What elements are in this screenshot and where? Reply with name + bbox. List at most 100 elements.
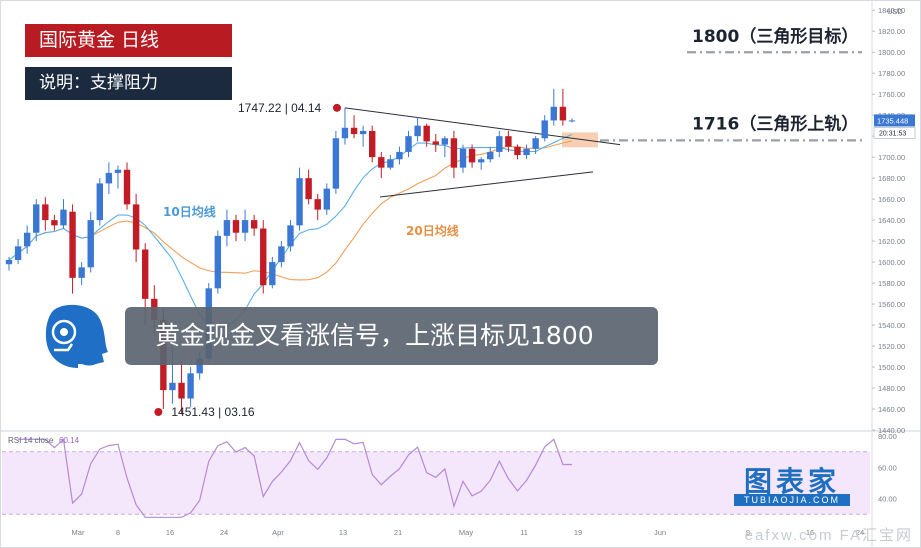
target-level-label: 1800（三角形目标） bbox=[692, 26, 858, 47]
candle-body bbox=[178, 382, 185, 399]
rsi-value: 60.14 bbox=[59, 436, 80, 445]
headline-banner: 黄金现金叉看涨信号，上涨目标见1800 bbox=[125, 307, 658, 365]
candle-body bbox=[396, 151, 403, 160]
candle-body bbox=[350, 127, 358, 135]
candle-body bbox=[414, 125, 421, 137]
date-tick-label: 8 bbox=[116, 528, 120, 537]
candle-body bbox=[305, 178, 312, 200]
high-annotation: 1747.22 | 04.14 bbox=[238, 101, 322, 115]
high-marker bbox=[332, 103, 341, 112]
candle-body bbox=[332, 138, 340, 189]
candle-body bbox=[96, 183, 103, 221]
price-tick-label: 1660.00 bbox=[878, 195, 905, 204]
last-price-tag bbox=[874, 114, 915, 127]
candle-body bbox=[14, 246, 22, 260]
chart-subtitle: 说明：支撑阻力 bbox=[25, 67, 232, 100]
price-tick-label: 1480.00 bbox=[878, 384, 905, 393]
candle-body bbox=[169, 382, 176, 391]
robot-eye-icon bbox=[51, 319, 77, 345]
candle-body bbox=[196, 358, 203, 374]
ma20-line bbox=[8, 140, 573, 281]
price-tick-label: 1620.00 bbox=[878, 237, 905, 246]
price-tick-label: 1640.00 bbox=[878, 216, 905, 225]
candle-body bbox=[23, 232, 31, 247]
price-tick-label: 1580.00 bbox=[878, 279, 905, 288]
price-tick-label: 1840.00 bbox=[878, 6, 905, 15]
candle-body bbox=[532, 138, 539, 149]
price-tick-label: 1600.00 bbox=[878, 258, 905, 267]
candle-body bbox=[405, 136, 412, 152]
candle-body bbox=[496, 136, 503, 152]
candle-body bbox=[359, 130, 367, 135]
price-tick-label: 1460.00 bbox=[878, 405, 905, 414]
candle-body bbox=[296, 178, 303, 226]
date-tick-label: May bbox=[459, 528, 473, 537]
candle-body bbox=[450, 138, 458, 168]
date-tick-label: 13 bbox=[339, 528, 347, 537]
ma10-label: 10日均线 bbox=[163, 204, 216, 219]
candle-body bbox=[441, 138, 449, 145]
candle-body bbox=[232, 220, 240, 233]
countdown-label: 20:31:53 bbox=[879, 130, 906, 137]
ma20-label: 20日均线 bbox=[406, 223, 459, 238]
candle-body bbox=[105, 172, 113, 184]
brand-domain: TUBIAOJIA.COM bbox=[734, 494, 850, 506]
rsi-line bbox=[18, 438, 572, 518]
candle-body bbox=[477, 159, 485, 163]
date-tick-label: 24 bbox=[220, 528, 228, 537]
date-tick-label: 21 bbox=[394, 528, 402, 537]
date-tick-label: Jun bbox=[654, 528, 666, 537]
price-tick-label: 1800.00 bbox=[878, 48, 905, 57]
date-tick-label: Apr bbox=[272, 528, 284, 537]
triangle-lower-trendline bbox=[379, 171, 594, 198]
candle-body bbox=[387, 159, 394, 168]
candle-body bbox=[223, 220, 231, 236]
triangle-upper-trendline bbox=[344, 107, 621, 146]
candle-body bbox=[33, 204, 40, 233]
date-tick-label: 11 bbox=[520, 528, 528, 537]
brand-name: 图表家 bbox=[743, 465, 840, 498]
candle-body bbox=[568, 120, 576, 122]
candle-body bbox=[487, 151, 494, 160]
price-tick-label: 1700.00 bbox=[878, 153, 905, 162]
candle-body bbox=[468, 148, 476, 163]
candle-body bbox=[241, 220, 249, 233]
chart-title: 国际黄金 日线 bbox=[25, 24, 232, 57]
price-tick-label: 1680.00 bbox=[878, 174, 905, 183]
date-tick-label: 24 bbox=[856, 528, 864, 537]
price-tick-label: 1500.00 bbox=[878, 363, 905, 372]
price-tick-label: 1440.00 bbox=[878, 426, 905, 435]
candle-body bbox=[378, 157, 385, 168]
candle-body bbox=[287, 225, 294, 247]
candle-body bbox=[314, 199, 321, 210]
candle-body bbox=[214, 235, 222, 289]
candle-body bbox=[132, 204, 140, 250]
robot-pupil-icon bbox=[60, 328, 68, 336]
candle-body bbox=[278, 246, 285, 263]
rsi-tick-label: 40.00 bbox=[878, 495, 897, 504]
last-price-label: 1735.448 bbox=[877, 116, 908, 125]
price-tick-label: 1520.00 bbox=[878, 342, 905, 351]
watermark: eafxw.com FA汇宝网 bbox=[744, 527, 913, 544]
candle-body bbox=[250, 220, 258, 229]
candle-body bbox=[42, 204, 49, 221]
rsi-tick-label: 60.00 bbox=[878, 463, 897, 472]
robot-logo bbox=[45, 304, 108, 368]
upper-rail-label: 1716（三角形上轨） bbox=[692, 113, 858, 134]
rsi-tick-label: 80.00 bbox=[878, 432, 897, 441]
date-tick-label: 8 bbox=[746, 528, 750, 537]
candle-body bbox=[51, 220, 58, 226]
date-tick-label: 19 bbox=[574, 528, 582, 537]
candle-body bbox=[423, 125, 430, 142]
low-marker bbox=[154, 408, 163, 417]
candle-body bbox=[505, 136, 512, 147]
candle-body bbox=[432, 141, 439, 145]
candle-body bbox=[123, 169, 131, 205]
candle-body bbox=[559, 106, 567, 121]
price-tick-label: 1820.00 bbox=[878, 27, 905, 36]
candle-body bbox=[341, 127, 349, 139]
candle-body bbox=[87, 220, 94, 268]
rsi-band bbox=[2, 451, 870, 515]
currency-label: USD bbox=[887, 7, 903, 16]
